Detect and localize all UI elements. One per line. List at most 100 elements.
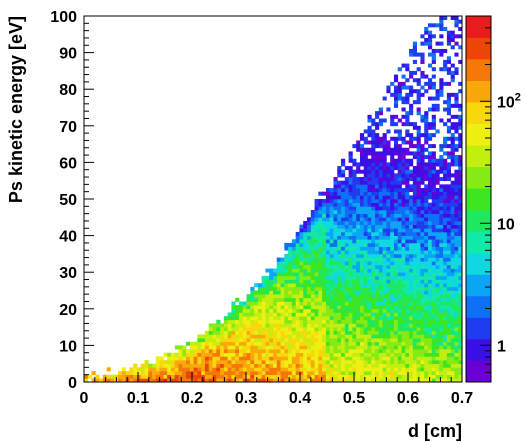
- heatmap-cell: [273, 316, 278, 321]
- heatmap-cell: [155, 363, 160, 368]
- heatmap-cell: [393, 257, 399, 262]
- heatmap-cell: [450, 341, 455, 346]
- heatmap-cell: [458, 246, 463, 251]
- heatmap-cell: [231, 305, 236, 310]
- heatmap-cell: [182, 378, 187, 383]
- heatmap-cell: [295, 316, 300, 321]
- heatmap-cell: [431, 250, 436, 255]
- heatmap-cell: [159, 356, 164, 361]
- heatmap-cell: [322, 305, 327, 310]
- heatmap-cell: [352, 173, 357, 178]
- heatmap-cell: [375, 180, 380, 185]
- heatmap-cell: [295, 312, 300, 317]
- heatmap-cell: [367, 166, 372, 171]
- heatmap-cell: [250, 286, 255, 291]
- heatmap-cell: [231, 363, 236, 368]
- heatmap-cell: [356, 283, 361, 288]
- heatmap-cell: [265, 268, 270, 273]
- heatmap-cell: [412, 52, 417, 57]
- heatmap-cell: [318, 374, 323, 379]
- heatmap-cell: [197, 352, 202, 357]
- heatmap-cell: [348, 378, 353, 383]
- heatmap-cell: [454, 341, 459, 346]
- heatmap-cell: [348, 235, 353, 240]
- heatmap-cell: [344, 235, 349, 240]
- heatmap-cell: [390, 367, 395, 372]
- heatmap-cell: [450, 45, 455, 50]
- heatmap-cell: [409, 294, 414, 299]
- heatmap-cell: [363, 250, 368, 255]
- heatmap-cell: [257, 349, 263, 354]
- heatmap-cell: [242, 345, 247, 350]
- heatmap-cell: [390, 231, 395, 236]
- heatmap-cell: [310, 290, 315, 295]
- heatmap-cell: [431, 155, 436, 160]
- heatmap-cell: [333, 334, 338, 339]
- heatmap-cell: [223, 316, 228, 321]
- heatmap-cell: [299, 330, 304, 335]
- heatmap-cell: [375, 199, 380, 204]
- heatmap-cell: [310, 349, 315, 354]
- heatmap-cell: [409, 151, 414, 156]
- heatmap-cell: [458, 250, 463, 255]
- heatmap-cell: [454, 92, 459, 97]
- heatmap-cell: [375, 220, 380, 225]
- heatmap-cell: [201, 371, 206, 376]
- heatmap-cell: [348, 188, 353, 193]
- heatmap-cell: [405, 188, 410, 193]
- heatmap-cell: [416, 341, 421, 346]
- heatmap-cell: [356, 177, 361, 182]
- heatmap-cell: [443, 356, 448, 361]
- heatmap-cell: [386, 206, 391, 211]
- heatmap-cell: [378, 283, 383, 288]
- heatmap-cell: [427, 169, 433, 174]
- heatmap-cell: [208, 349, 213, 354]
- heatmap-cell: [439, 371, 444, 376]
- heatmap-cell: [439, 228, 444, 233]
- heatmap-cell: [318, 275, 323, 280]
- heatmap-cell: [178, 352, 183, 357]
- heatmap-cell: [348, 338, 353, 343]
- heatmap-cell: [170, 378, 176, 383]
- heatmap-cell: [446, 92, 452, 97]
- heatmap-cell: [288, 345, 293, 350]
- heatmap-cell: [333, 323, 338, 328]
- heatmap-cell: [341, 242, 346, 247]
- heatmap-cell: [352, 261, 357, 266]
- heatmap-cell: [454, 199, 459, 204]
- heatmap-cell: [284, 286, 289, 291]
- heatmap-cell: [325, 374, 331, 379]
- heatmap-cell: [435, 374, 440, 379]
- heatmap-cell: [318, 224, 323, 229]
- heatmap-cell: [163, 360, 168, 365]
- heatmap-cell: [427, 96, 433, 101]
- heatmap-cell: [242, 301, 247, 306]
- colorbar-swatch: [466, 37, 491, 60]
- heatmap-cell: [439, 319, 444, 324]
- heatmap-cell: [352, 297, 357, 302]
- heatmap-cell: [363, 352, 368, 357]
- heatmap-cell: [356, 330, 361, 335]
- heatmap-cell: [174, 378, 179, 383]
- heatmap-cell: [435, 319, 440, 324]
- heatmap-cell: [344, 367, 349, 372]
- heatmap-cell: [344, 308, 349, 313]
- heatmap-cell: [276, 327, 281, 332]
- heatmap-cell: [386, 140, 391, 145]
- heatmap-cell: [446, 191, 452, 196]
- heatmap-cell: [337, 330, 342, 335]
- heatmap-cell: [337, 206, 342, 211]
- heatmap-cell: [427, 308, 433, 313]
- heatmap-cell: [314, 261, 319, 266]
- heatmap-cell: [390, 81, 395, 86]
- heatmap-cell: [197, 371, 202, 376]
- heatmap-cell: [405, 275, 410, 280]
- heatmap-cell: [170, 374, 176, 379]
- heatmap-cell: [363, 374, 368, 379]
- heatmap-cell: [250, 308, 255, 313]
- heatmap-cell: [356, 250, 361, 255]
- heatmap-cell: [454, 52, 459, 57]
- heatmap-cell: [273, 290, 278, 295]
- heatmap-cell: [458, 45, 463, 50]
- y-tick-label: 60: [59, 155, 77, 172]
